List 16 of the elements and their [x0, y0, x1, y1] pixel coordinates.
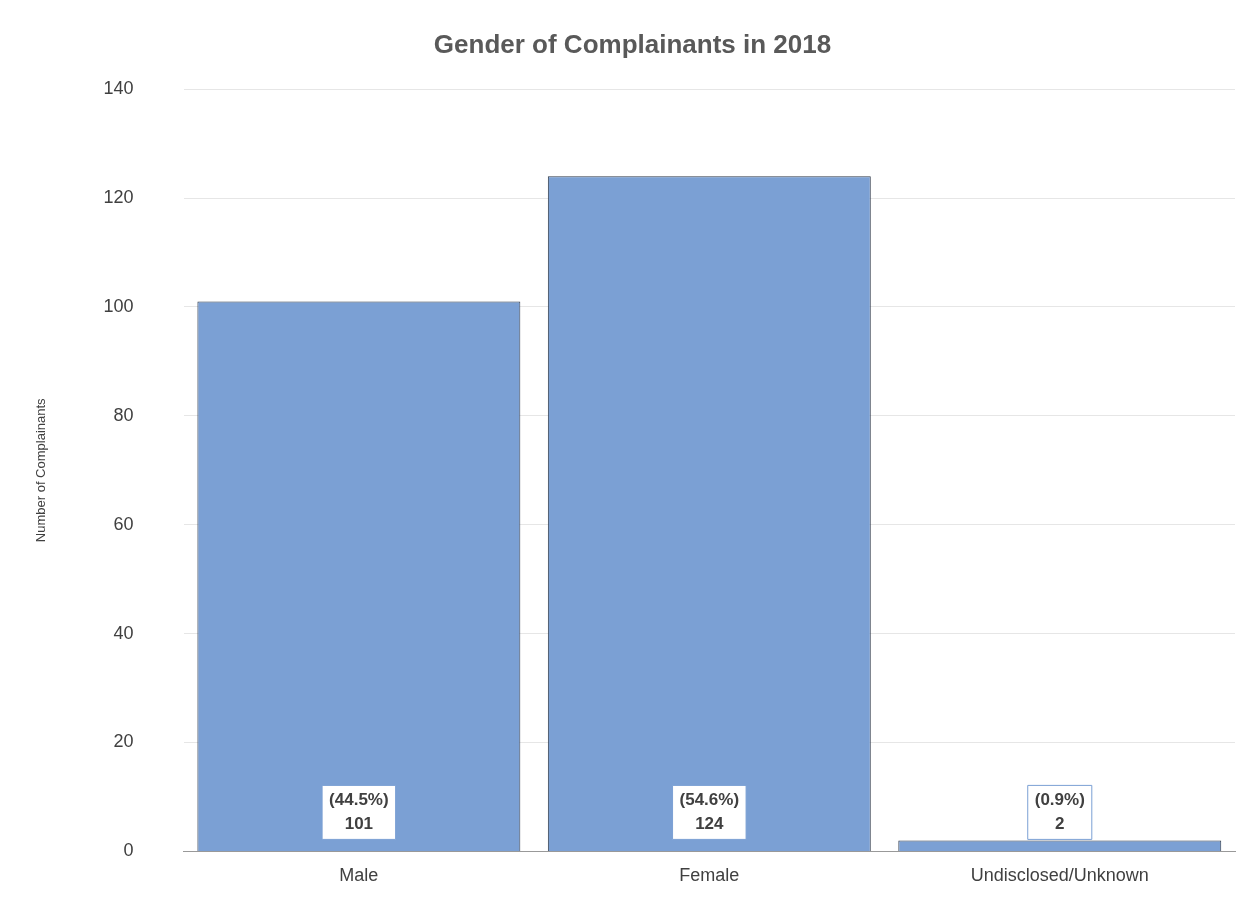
y-tick-label: 20	[113, 731, 134, 752]
x-tick-label: Undisclosed/Unknown	[970, 865, 1149, 886]
data-label: (54.6%) 124	[679, 790, 740, 834]
y-tick-label: 60	[113, 513, 134, 534]
y-tick-label: 80	[113, 404, 134, 425]
data-label: (0.9%) 2	[1034, 790, 1085, 834]
x-tick-label: Female	[679, 865, 740, 886]
x-tick-label: Male	[339, 865, 379, 886]
y-tick-label: 120	[103, 187, 134, 208]
y-tick-label: 40	[113, 622, 134, 643]
chart-title: Gender of Complainants in 2018	[433, 28, 832, 59]
y-axis-title: Number of Complainants	[33, 397, 49, 543]
y-tick-label: 100	[103, 295, 134, 316]
data-label: (44.5%) 101	[329, 790, 389, 834]
y-tick-label: 140	[103, 78, 134, 99]
y-tick-label: 0	[123, 840, 134, 861]
